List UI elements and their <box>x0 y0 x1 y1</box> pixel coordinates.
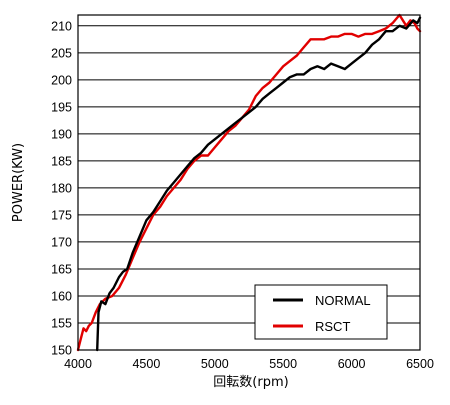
legend-label-rsct: RSCT <box>315 319 350 334</box>
x-tick-label: 6500 <box>406 357 434 371</box>
y-tick-label: 195 <box>51 100 72 114</box>
y-tick-label: 155 <box>51 316 72 330</box>
series-line-normal <box>95 16 422 352</box>
y-tick-label: 210 <box>51 19 72 33</box>
y-tick-label: 160 <box>51 289 72 303</box>
x-tick-label: 5500 <box>269 357 297 371</box>
x-tick-label: 4500 <box>132 357 160 371</box>
y-tick-label: 175 <box>51 208 72 222</box>
x-tick-label: 6000 <box>338 357 366 371</box>
y-tick-label: 180 <box>51 181 72 195</box>
y-tick-label: 170 <box>51 235 72 249</box>
series-group <box>76 13 422 352</box>
y-tick-label: 150 <box>51 344 72 358</box>
x-tick-labels: 4000 4500 5000 5500 6000 6500 <box>64 357 434 371</box>
y-tick-labels: 150 155 160 165 170 175 180 185 190 195 200 205 210 <box>51 19 72 357</box>
y-tick-label: 190 <box>51 127 72 141</box>
y-axis-title: POWER(KW) <box>11 143 26 222</box>
legend-box <box>254 284 388 340</box>
legend: NORMAL RSCT <box>254 284 388 340</box>
y-tick-label: 185 <box>51 154 72 168</box>
plot-frame <box>77 14 421 351</box>
y-tick-label: 200 <box>51 73 72 87</box>
y-tick-label: 165 <box>51 262 72 276</box>
legend-label-normal: NORMAL <box>315 293 371 308</box>
grid-lines <box>78 25 420 351</box>
x-axis-title: 回転数(rpm) <box>213 375 288 390</box>
y-tick-label: 205 <box>51 46 72 60</box>
x-tick-label: 5000 <box>201 357 229 371</box>
x-tick-label: 4000 <box>64 357 92 371</box>
